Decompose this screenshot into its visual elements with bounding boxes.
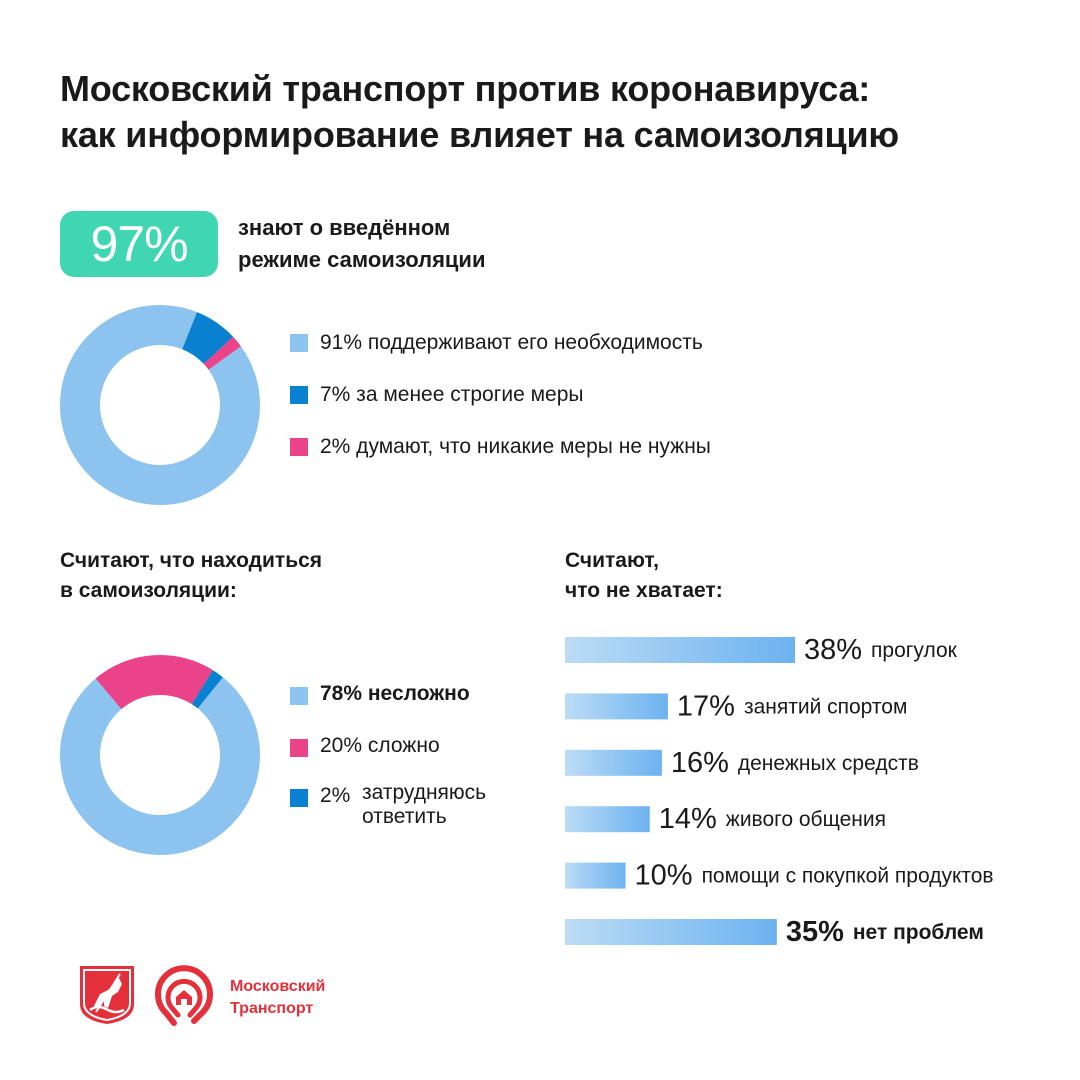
- legend-label: 7% за менее строгие меры: [320, 383, 584, 406]
- donut-chart-difficulty: [60, 655, 260, 855]
- section-title-difficulty: Считают, что находиться в самоизоляции:: [60, 546, 322, 606]
- donut-difficulty-slice-2: [60, 655, 260, 855]
- legend-text-line2: ответить: [362, 805, 447, 828]
- section-title-difficulty-line1: Считают, что находиться: [60, 549, 323, 572]
- bar-value-label: 14%: [659, 803, 717, 835]
- legend-text-line1: затрудняюсь: [362, 781, 487, 804]
- legend-swatch: [290, 438, 308, 456]
- brand-name-line2: Транспорт: [230, 1000, 314, 1017]
- bar-label-3: 14% живого общения: [659, 803, 886, 835]
- bar-3: [565, 806, 650, 833]
- moscow-transport-logo-icon: [152, 963, 216, 1034]
- bar-value-label: 16%: [671, 746, 729, 778]
- bar-category-label: занятий спортом: [744, 695, 907, 718]
- bar-value-label: 10%: [635, 859, 693, 891]
- section-title-lacking-line1: Считают,: [565, 549, 659, 572]
- legend-label: 20% сложно: [320, 733, 440, 759]
- brand-name-line1: Московский: [230, 978, 326, 995]
- bar-1: [565, 693, 668, 720]
- page-title-line1: Московский транспорт против коронавируса…: [60, 68, 871, 109]
- legend-pct: 78%: [320, 682, 363, 705]
- bar-category-label: живого общения: [726, 808, 886, 831]
- page-title-line2: как информирование влияет на самоизоляци…: [60, 114, 899, 155]
- headline-text: знают о введённом режиме самоизоляции: [238, 212, 485, 276]
- legend-swatch: [290, 789, 308, 807]
- bar-category-label: помощи с покупкой продуктов: [702, 864, 994, 887]
- legend-swatch: [290, 687, 308, 705]
- bar-category-label: нет проблем: [853, 921, 984, 944]
- bar-label-4: 10% помощи с покупкой продуктов: [635, 859, 994, 891]
- bar-category-label: прогулок: [871, 639, 958, 662]
- bar-2: [565, 749, 662, 776]
- bar-5: [565, 919, 777, 945]
- section-title-lacking: Считают, что не хватает:: [565, 546, 723, 606]
- headline-percent-badge: 97%: [60, 211, 218, 277]
- headline-text-line2: режиме самоизоляции: [238, 247, 486, 272]
- donut-support-slice-2: [59, 305, 260, 505]
- legend-swatch: [290, 739, 308, 757]
- headline-text-line1: знают о введённом: [238, 215, 451, 240]
- bar-value-label: 35%: [786, 916, 844, 948]
- legend-text: сложно: [367, 734, 440, 757]
- moscow-coat-of-arms-icon: [78, 964, 136, 1031]
- bar-label-2: 16% денежных средств: [671, 746, 919, 778]
- legend-label: 2% думают, что никакие меры не нужны: [320, 435, 711, 458]
- brand-name: Московский Транспорт: [230, 976, 325, 1020]
- bar-label-5: 35% нет проблем: [786, 916, 984, 948]
- bar-value-label: 38%: [804, 634, 862, 666]
- legend-swatch: [290, 334, 308, 352]
- bar-4: [565, 862, 626, 889]
- section-title-difficulty-line2: в самоизоляции:: [60, 579, 237, 602]
- legend-swatch: [290, 386, 308, 404]
- legend-pct: 20%: [320, 734, 363, 757]
- legend-text: несложно: [367, 682, 470, 705]
- legend-label: 78% несложно: [320, 681, 470, 707]
- bar-value-label: 17%: [677, 690, 735, 722]
- bar-label-0: 38% прогулок: [804, 634, 958, 666]
- section-title-lacking-line2: что не хватает:: [565, 579, 723, 602]
- donut-chart-support: [59, 305, 260, 505]
- bar-0: [565, 637, 795, 663]
- legend-text: затрудняюсь ответить: [362, 781, 486, 829]
- legend-label: 2%: [320, 783, 350, 809]
- page-title: Московский транспорт против коронавируса…: [60, 66, 899, 158]
- bar-label-1: 17% занятий спортом: [677, 690, 908, 722]
- legend-label: 91% поддерживают его необходимость: [320, 331, 703, 354]
- bar-category-label: денежных средств: [738, 751, 919, 774]
- legend-pct: 2%: [320, 784, 351, 807]
